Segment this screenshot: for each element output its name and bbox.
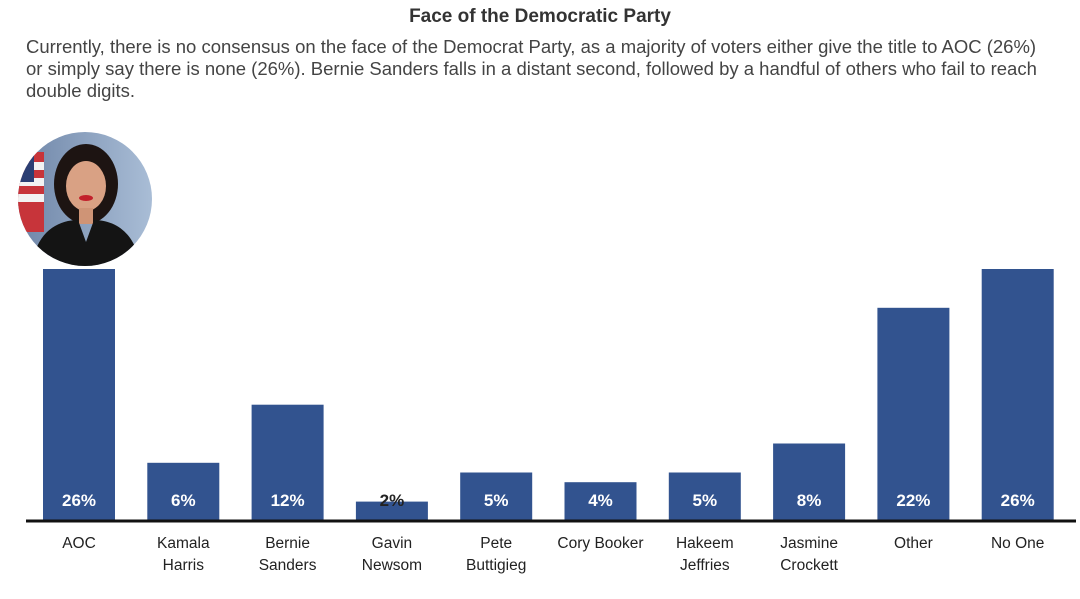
bar xyxy=(355,501,428,521)
x-tick-label: Cory Booker xyxy=(557,535,643,552)
bar-data-label: 26% xyxy=(62,491,96,510)
bar-data-label: 22% xyxy=(896,491,930,510)
x-tick-label: Kamala Harris xyxy=(157,535,210,574)
bar-data-label: 26% xyxy=(1001,491,1035,510)
bar-data-label: 4% xyxy=(588,491,613,510)
x-tick-label: Gavin Newsom xyxy=(362,535,422,574)
bar xyxy=(877,307,950,521)
bar-data-label: 6% xyxy=(171,491,196,510)
x-tick-label: Other xyxy=(894,535,933,552)
bar xyxy=(773,443,846,521)
bar-data-label: 5% xyxy=(484,491,509,510)
x-tick-label: Jasmine Crockett xyxy=(780,535,838,574)
bar xyxy=(981,269,1054,521)
bar xyxy=(43,269,115,521)
bars-layer xyxy=(43,269,1054,521)
labels-layer: 26% 6% 12% 2% 5% 4% 5% 8% 22% 26% xyxy=(62,491,1035,510)
bar xyxy=(147,462,220,521)
x-tick-label: Pete Buttigieg xyxy=(466,535,526,574)
x-tick-label: AOC xyxy=(62,535,96,552)
bar xyxy=(668,472,741,521)
x-tick-label: No One xyxy=(991,535,1044,552)
bar-data-label: 12% xyxy=(271,491,305,510)
bar-data-label: 8% xyxy=(797,491,822,510)
tick-labels-layer: AOC Kamala Harris Bernie Sanders Gavin Newsom P… xyxy=(62,535,1044,574)
chart-subtitle: Currently, there is no consensus on the … xyxy=(26,36,1037,101)
bar-data-label: 5% xyxy=(693,491,718,510)
bar xyxy=(460,472,533,521)
x-tick-label: Hakeem Jeffries xyxy=(676,535,734,574)
chart-title: Face of the Democratic Party xyxy=(409,6,671,27)
person-portrait-icon xyxy=(18,132,152,266)
bar xyxy=(564,482,637,521)
bar xyxy=(251,404,324,521)
bar-data-label: 2% xyxy=(380,491,405,510)
x-tick-label: Bernie Sanders xyxy=(259,535,317,574)
